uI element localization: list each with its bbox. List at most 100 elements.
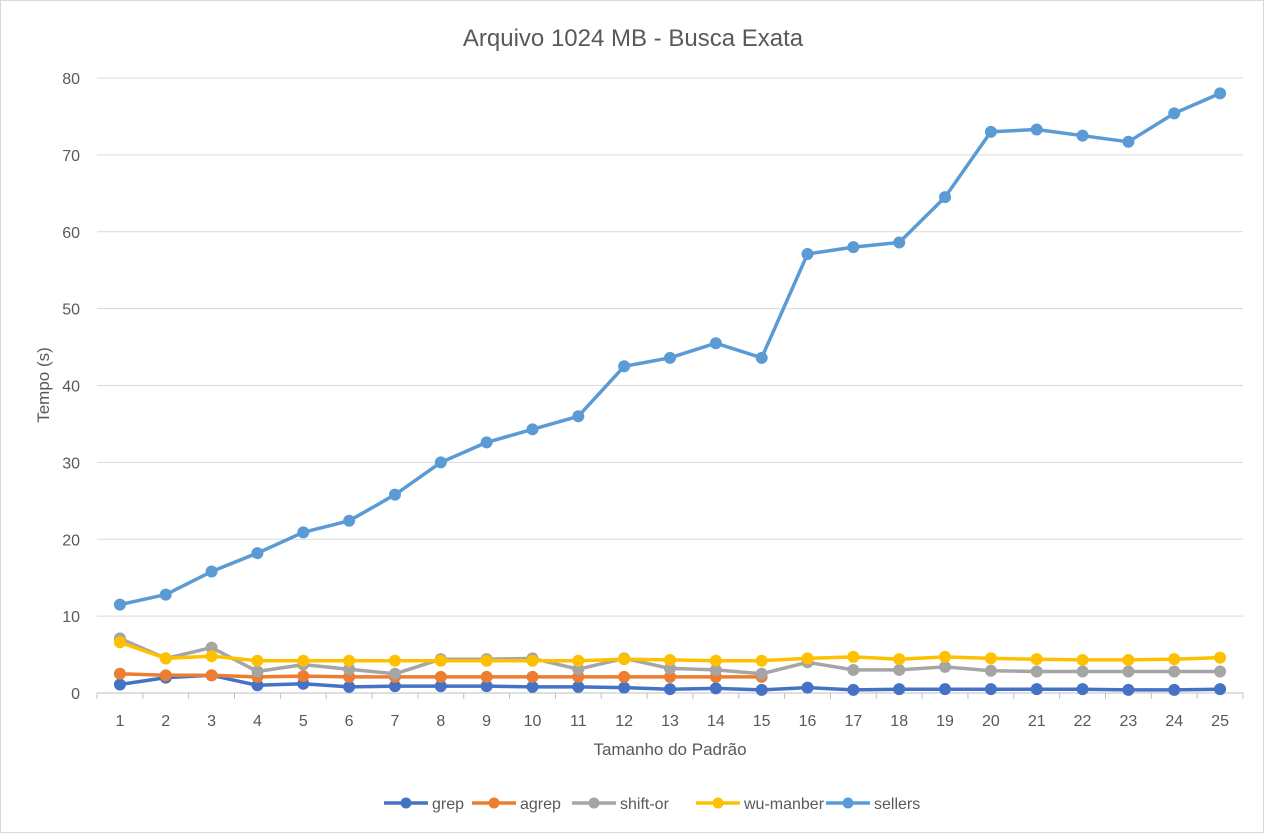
data-point-wu-manber <box>755 654 768 667</box>
y-tick-label: 50 <box>62 302 80 319</box>
y-axis-label: Tempo (s) <box>34 347 53 423</box>
legend-item-wu-manber: wu-manber <box>696 796 825 813</box>
data-point-sellers <box>709 337 722 350</box>
data-point-grep <box>984 683 997 696</box>
data-point-wu-manber <box>618 653 631 666</box>
data-point-wu-manber <box>709 654 722 667</box>
data-point-sellers <box>343 514 356 527</box>
data-point-sellers <box>572 410 585 423</box>
data-point-grep <box>1122 683 1135 696</box>
data-point-shift-or <box>1214 665 1227 678</box>
data-point-sellers <box>388 488 401 501</box>
series-wu-manber <box>113 636 1227 667</box>
data-point-sellers <box>251 547 264 560</box>
y-tick-label: 20 <box>62 532 80 549</box>
data-point-wu-manber <box>297 654 310 667</box>
x-tick-label: 20 <box>982 713 1000 730</box>
data-point-wu-manber <box>1030 653 1043 666</box>
data-point-sellers <box>434 456 447 469</box>
legend-item-agrep: agrep <box>472 796 561 813</box>
legend-item-shift-or: shift-or <box>572 796 670 813</box>
x-tick-label: 7 <box>391 713 400 730</box>
x-tick-label: 13 <box>661 713 679 730</box>
x-tick-label: 19 <box>936 713 954 730</box>
legend-swatch-marker <box>488 797 500 809</box>
x-tick-label: 18 <box>890 713 908 730</box>
x-tick-label: 1 <box>115 713 124 730</box>
data-point-sellers <box>113 598 126 611</box>
data-point-sellers <box>1168 107 1181 120</box>
data-point-wu-manber <box>1168 653 1181 666</box>
data-point-sellers <box>847 241 860 254</box>
x-tick-label: 8 <box>436 713 445 730</box>
data-point-sellers <box>755 351 768 364</box>
data-point-sellers <box>1076 129 1089 142</box>
data-point-wu-manber <box>893 653 906 666</box>
y-tick-label: 70 <box>62 148 80 165</box>
data-point-wu-manber <box>1122 653 1135 666</box>
legend-swatch-marker <box>842 797 854 809</box>
data-point-grep <box>893 683 906 696</box>
data-point-sellers <box>664 351 676 364</box>
data-point-grep <box>664 683 676 696</box>
legend-label: sellers <box>874 796 920 813</box>
x-tick-label: 11 <box>570 713 587 730</box>
data-point-sellers <box>984 125 997 138</box>
data-point-agrep <box>480 670 493 683</box>
data-point-agrep <box>434 670 447 683</box>
data-point-grep <box>755 683 768 696</box>
data-point-wu-manber <box>847 650 860 663</box>
x-tick-label: 4 <box>253 713 262 730</box>
legend-label: shift-or <box>620 796 670 813</box>
data-point-grep <box>1076 683 1089 696</box>
data-point-wu-manber <box>251 654 264 667</box>
x-tick-label: 23 <box>1120 713 1138 730</box>
data-point-shift-or <box>1122 665 1135 678</box>
gridlines <box>97 77 1243 617</box>
y-tick-label: 30 <box>62 455 80 472</box>
legend-swatch-marker <box>588 797 600 809</box>
data-point-grep <box>1214 683 1227 696</box>
data-point-shift-or <box>1168 665 1181 678</box>
data-point-wu-manber <box>159 652 172 665</box>
data-point-grep <box>709 682 722 695</box>
data-point-shift-or <box>939 660 952 673</box>
data-point-sellers <box>205 565 218 578</box>
legend-label: agrep <box>520 796 561 813</box>
data-point-shift-or <box>1076 665 1089 678</box>
x-tick-label: 5 <box>299 713 308 730</box>
data-point-wu-manber <box>388 654 401 667</box>
data-point-grep <box>847 683 860 696</box>
data-point-sellers <box>801 248 814 261</box>
data-point-wu-manber <box>526 654 539 667</box>
data-point-wu-manber <box>434 654 447 667</box>
data-point-sellers <box>939 191 952 204</box>
data-point-grep <box>801 681 814 694</box>
data-point-sellers <box>480 436 493 449</box>
data-point-shift-or <box>893 663 906 676</box>
data-point-wu-manber <box>480 654 493 667</box>
x-tick-label: 10 <box>524 713 542 730</box>
data-point-grep <box>572 680 585 693</box>
x-tick-label: 22 <box>1074 713 1092 730</box>
data-point-sellers <box>526 423 539 436</box>
data-point-wu-manber <box>1076 653 1089 666</box>
data-point-shift-or <box>1030 665 1043 678</box>
legend-swatch-marker <box>712 797 724 809</box>
x-tick-label: 17 <box>844 713 862 730</box>
x-tick-label: 6 <box>345 713 354 730</box>
x-tick-label: 15 <box>753 713 771 730</box>
data-point-shift-or <box>847 663 860 676</box>
data-point-shift-or <box>755 667 768 680</box>
data-point-agrep <box>113 667 126 680</box>
y-tick-label: 10 <box>62 609 80 626</box>
chart-title: Arquivo 1024 MB - Busca Exata <box>463 25 804 52</box>
data-point-wu-manber <box>939 650 952 663</box>
data-point-grep <box>939 683 952 696</box>
y-tick-label: 40 <box>62 379 80 396</box>
legend: grep agrep shift-or wu-manber sellers <box>384 796 920 813</box>
data-point-wu-manber <box>664 653 676 666</box>
data-point-wu-manber <box>1214 651 1227 664</box>
